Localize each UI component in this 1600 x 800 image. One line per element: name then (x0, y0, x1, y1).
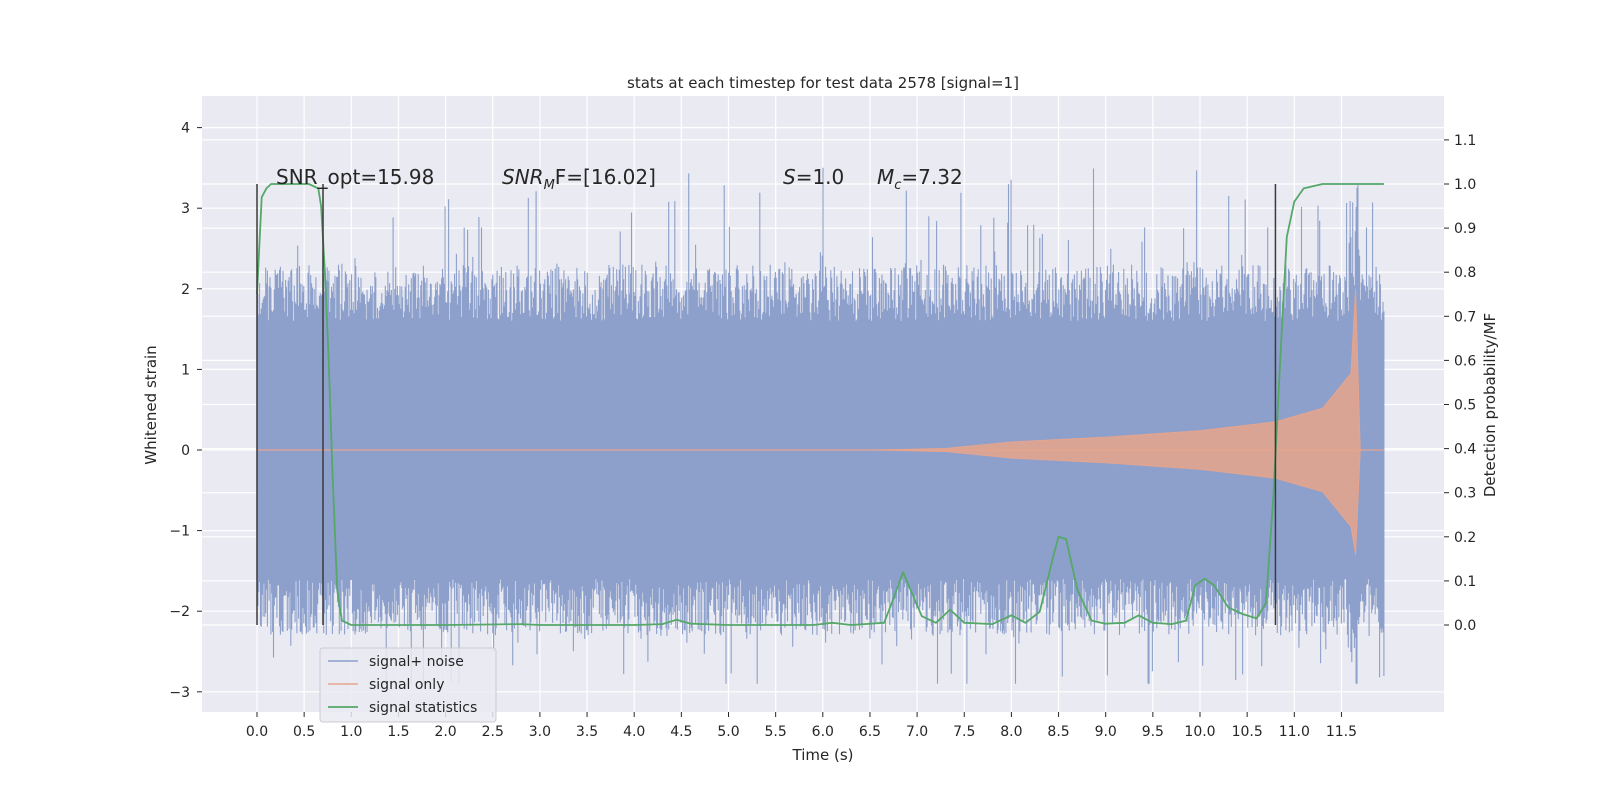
y-tick-label: 2 (181, 282, 190, 298)
x-tick-label: 1.5 (387, 724, 409, 740)
s-value: =1.0 (796, 165, 845, 189)
x-tick-label: 7.0 (906, 724, 928, 740)
snr-opt-annotation: SNR_opt=15.98 (276, 165, 434, 189)
y-right-tick-label: 0.9 (1454, 221, 1476, 237)
x-tick-label: 8.0 (1000, 724, 1022, 740)
series-layer (256, 167, 1385, 684)
ticks: 0.0 0.5 1.0 1.5 2.0 2.5 3.0 3.5 4.0 4.5 5.0 5.5 6.0 6… (169, 121, 1476, 740)
snr-mf-rest: F=[16.02] (555, 165, 656, 189)
mc-value: =7.32 (901, 165, 962, 189)
vertical-lines (256, 184, 1277, 625)
y-right-tick-label: 0.2 (1454, 530, 1476, 546)
y-right-tick-label: 0.5 (1454, 398, 1476, 414)
x-tick-label: 9.0 (1095, 724, 1117, 740)
y-tick-label: −1 (169, 524, 190, 540)
x-tick-label: 4.5 (670, 724, 692, 740)
y-tick-label: −2 (169, 604, 190, 620)
x-tick-label: 0.5 (293, 724, 315, 740)
y-right-tick-label: 1.0 (1454, 177, 1476, 193)
x-tick-label: 3.0 (529, 724, 551, 740)
y-right-tick-label: 0.4 (1454, 442, 1476, 458)
x-tick-label: 4.0 (623, 724, 645, 740)
x-tick-label: 3.5 (576, 724, 598, 740)
x-tick-label: 6.5 (859, 724, 881, 740)
annotations: SNR_opt=15.98 SNRMF=[16.02] S=1.0 Mc=7.3… (276, 165, 963, 193)
x-tick-label: 11.5 (1326, 724, 1357, 740)
legend: signal+ noise signal only signal statist… (319, 647, 497, 723)
x-tick-label: 2.0 (434, 724, 456, 740)
y-right-tick-label: 0.6 (1454, 353, 1476, 369)
x-tick-label: 0.0 (246, 724, 268, 740)
y-right-tick-label: 0.7 (1454, 309, 1476, 325)
y-axis-title: Whitened strain (142, 345, 160, 464)
y-right-tick-label: 0.1 (1454, 574, 1476, 590)
x-tick-label: 5.0 (717, 724, 739, 740)
x-axis-title: Time (s) (792, 746, 854, 764)
series-signal-statistics (256, 183, 1384, 626)
legend-box (319, 647, 497, 723)
y-tick-label: 1 (181, 362, 190, 378)
snr-mf-main: SNR (502, 165, 544, 189)
y-tick-label: 0 (181, 443, 190, 459)
y-right-axis-title: Detection probability/MF (1481, 313, 1499, 497)
y-tick-label: 4 (181, 121, 190, 137)
y-right-tick-label: 1.1 (1454, 133, 1476, 149)
mc-symbol: M (877, 165, 894, 189)
x-tick-label: 2.5 (482, 724, 504, 740)
y-tick-label: −3 (169, 685, 190, 701)
s-symbol: S (783, 165, 796, 189)
chart-title: stats at each timestep for test data 257… (627, 74, 1019, 92)
x-tick-label: 10.5 (1232, 724, 1263, 740)
legend-label-signal-statistics: signal statistics (369, 700, 477, 716)
y-right-tick-label: 0.8 (1454, 265, 1476, 281)
snr-mf-annotation: SNRMF=[16.02] (502, 165, 656, 193)
y-right-tick-label: 0.3 (1454, 486, 1476, 502)
x-tick-label: 7.5 (953, 724, 975, 740)
x-tick-label: 11.0 (1279, 724, 1310, 740)
x-tick-label: 6.0 (812, 724, 834, 740)
x-tick-label: 8.5 (1047, 724, 1069, 740)
mc-annotation: Mc=7.32 (877, 165, 963, 193)
mc-sub: c (894, 178, 901, 193)
snr-mf-sub: M (544, 178, 555, 193)
y-tick-label: 3 (181, 201, 190, 217)
x-tick-label: 9.5 (1142, 724, 1164, 740)
x-tick-label: 5.5 (765, 724, 787, 740)
legend-label-signal-noise: signal+ noise (369, 654, 464, 670)
x-tick-label: 1.0 (340, 724, 362, 740)
legend-label-signal-only: signal only (369, 677, 444, 693)
s-annotation: S=1.0 (783, 165, 844, 189)
x-tick-label: 10.0 (1184, 724, 1215, 740)
y-right-tick-label: 0.0 (1454, 618, 1476, 634)
